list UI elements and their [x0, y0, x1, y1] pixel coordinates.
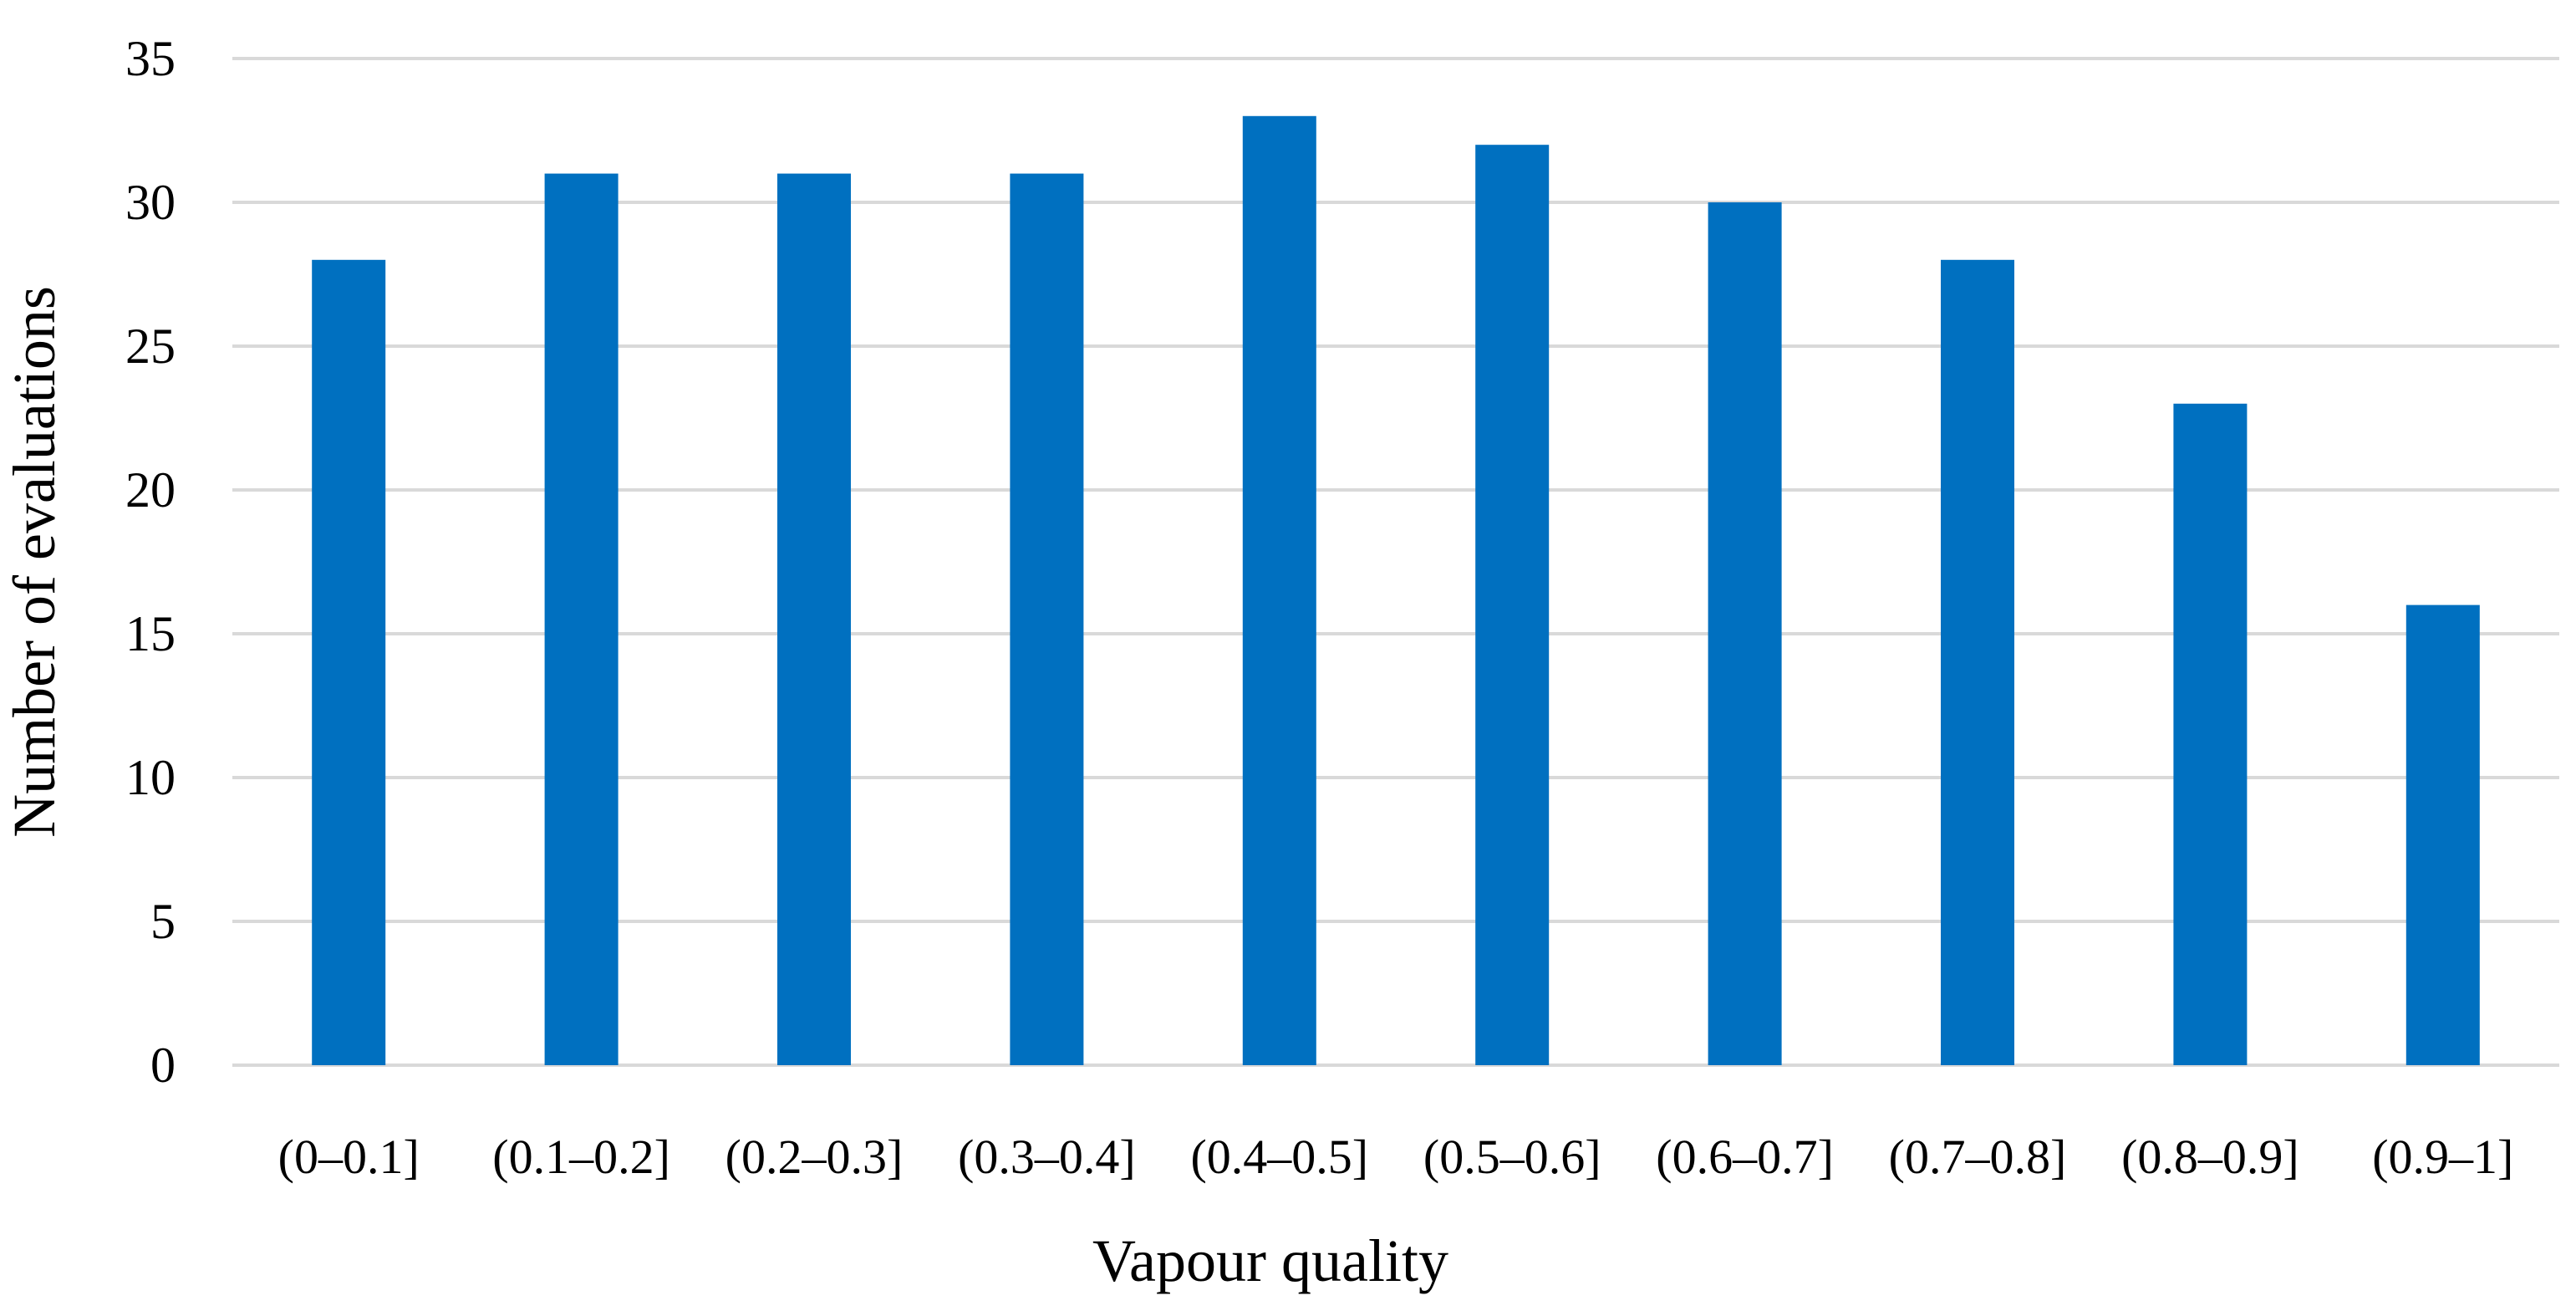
- x-tick-label: (0.5–0.6]: [1423, 1130, 1601, 1184]
- x-tick-label: (0–0.1]: [278, 1130, 420, 1184]
- bar: [1242, 115, 1316, 1065]
- x-axis-title: Vapour quality: [1092, 1227, 1448, 1294]
- bar: [312, 259, 386, 1065]
- x-tick-label: (0.4–0.5]: [1190, 1130, 1368, 1184]
- y-axis-title: Number of evaluations: [1, 286, 68, 838]
- y-axis-ticks: 0 5 10 15 20 25 30 35: [125, 31, 176, 1093]
- x-tick-label: (0.7–0.8]: [1889, 1130, 2067, 1184]
- x-tick-label: (0.6–0.7]: [1656, 1130, 1834, 1184]
- x-tick-label: (0.1–0.2]: [492, 1130, 670, 1184]
- bars: [312, 115, 2480, 1066]
- y-tick-label: 20: [125, 462, 176, 518]
- x-tick-label: (0.2–0.3]: [725, 1130, 904, 1184]
- bar: [2173, 403, 2248, 1065]
- bar: [1010, 173, 1084, 1066]
- gridlines: [232, 57, 2559, 1067]
- y-tick-label: 0: [150, 1038, 176, 1093]
- bar: [2405, 604, 2480, 1065]
- y-tick-label: 35: [125, 31, 176, 86]
- bar: [1941, 259, 2014, 1065]
- bar: [1475, 145, 1550, 1066]
- y-tick-label: 10: [125, 750, 176, 805]
- bar: [1708, 202, 1782, 1065]
- y-tick-label: 25: [125, 319, 176, 374]
- x-tick-label: (0.8–0.9]: [2121, 1130, 2299, 1184]
- bar: [544, 173, 619, 1066]
- x-tick-label: (0.9–1]: [2372, 1130, 2513, 1184]
- y-tick-label: 5: [150, 894, 176, 949]
- x-axis-ticks: (0–0.1] (0.1–0.2] (0.2–0.3] (0.3–0.4] (0.4–0…: [278, 1130, 2514, 1184]
- y-tick-label: 15: [125, 606, 176, 661]
- x-tick-label: (0.3–0.4]: [958, 1130, 1136, 1184]
- y-tick-label: 30: [125, 175, 176, 230]
- bar: [777, 173, 851, 1066]
